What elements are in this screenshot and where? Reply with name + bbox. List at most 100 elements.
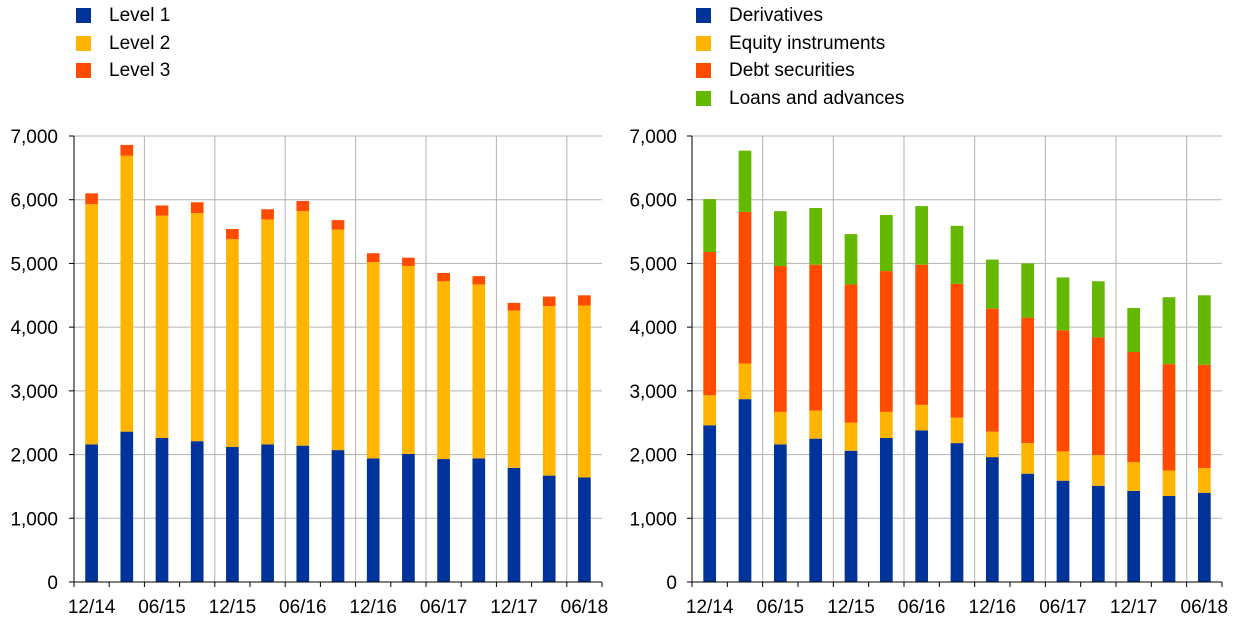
x-tick-label: 12/14 xyxy=(686,597,734,618)
bar-segment-level-3 xyxy=(155,205,169,216)
bar-segment-level-1 xyxy=(507,467,521,582)
bar-segment-equity-instruments xyxy=(950,417,964,444)
y-tick-label: 2,000 xyxy=(629,446,677,467)
bar-segment-level-3 xyxy=(296,200,310,212)
legend-item: Level 1 xyxy=(76,2,170,30)
bar-segment-loans-and-advances xyxy=(985,259,999,309)
y-tick-label: 5,000 xyxy=(629,254,677,275)
bar-segment-level-2 xyxy=(261,219,274,445)
legend-label-level-3: Level 3 xyxy=(109,60,171,82)
bar-segment-derivatives xyxy=(738,399,752,582)
bar-segment-loans-and-advances xyxy=(1127,308,1141,352)
bar-segment-equity-instruments xyxy=(1091,455,1105,486)
bar-segment-debt-securities xyxy=(879,271,893,412)
bar-segment-level-1 xyxy=(402,453,415,582)
bar-segment-loans-and-advances xyxy=(915,206,929,265)
y-tick-label: 4,000 xyxy=(629,318,677,339)
bar-segment-derivatives xyxy=(1197,492,1211,582)
bar-segment-level-3 xyxy=(85,193,98,205)
bar-segment-loans-and-advances xyxy=(1162,297,1176,365)
legend-swatch-loans-and-advances xyxy=(696,90,711,106)
legend-swatch-level-2 xyxy=(76,35,91,51)
x-tick-label: 12/14 xyxy=(68,597,116,618)
bar-segment-level-1 xyxy=(296,445,310,582)
bar-segment-level-1 xyxy=(226,446,239,582)
bar-segment-level-3 xyxy=(226,229,239,240)
legend-label-level-1: Level 1 xyxy=(109,5,171,27)
legend-item: Level 2 xyxy=(76,30,170,58)
bar-segment-debt-securities xyxy=(1021,317,1035,444)
y-tick-label: 0 xyxy=(666,573,677,594)
bar-segment-level-1 xyxy=(542,475,556,582)
bar-segment-level-2 xyxy=(542,306,556,476)
bar-segment-debt-securities xyxy=(1197,364,1211,468)
bar-segment-loans-and-advances xyxy=(1056,277,1070,331)
bar-segment-equity-instruments xyxy=(1162,470,1176,496)
bar-segment-level-2 xyxy=(85,204,98,445)
legend-item: Debt securities xyxy=(696,57,904,85)
bar-segment-equity-instruments xyxy=(1056,451,1070,481)
bar-segment-debt-securities xyxy=(985,308,999,432)
bar-segment-level-1 xyxy=(331,450,345,582)
bar-segment-equity-instruments xyxy=(915,404,929,431)
bar-segment-level-1 xyxy=(578,477,591,582)
x-tick-label: 12/15 xyxy=(827,597,875,618)
bar-segment-derivatives xyxy=(773,444,787,582)
bar-segment-level-2 xyxy=(296,211,310,446)
bar-segment-level-2 xyxy=(437,281,450,460)
bar-segment-level-1 xyxy=(366,458,380,582)
bar-segment-equity-instruments xyxy=(1197,467,1211,493)
chart-panel-2: 0 1,000 2,000 3,000 4,000 5,000 6,000 7,000 12/1… xyxy=(629,127,1228,618)
bar-segment-derivatives xyxy=(1162,495,1176,582)
y-tick-label: 0 xyxy=(47,573,58,594)
bar-segment-level-3 xyxy=(190,202,204,214)
bar-segment-equity-instruments xyxy=(844,422,858,451)
bar-segment-equity-instruments xyxy=(1021,443,1035,474)
x-tick-label: 12/15 xyxy=(209,597,257,618)
y-tick-label: 2,000 xyxy=(10,446,58,467)
bar-segment-loans-and-advances xyxy=(844,234,858,285)
bar-segment-equity-instruments xyxy=(1127,462,1141,491)
bar-segment-debt-securities xyxy=(844,284,858,423)
bar-segment-level-2 xyxy=(578,305,591,478)
bar-segment-loans-and-advances xyxy=(738,150,752,212)
bar-segment-derivatives xyxy=(879,438,893,582)
bar-segment-level-3 xyxy=(542,296,556,307)
bar-segment-derivatives xyxy=(950,443,964,582)
bar-segment-level-3 xyxy=(578,295,591,306)
bar-segment-loans-and-advances xyxy=(950,225,964,284)
bar-segment-level-3 xyxy=(120,144,134,156)
bar-segment-level-2 xyxy=(366,262,380,459)
bar-segment-debt-securities xyxy=(915,264,929,405)
legend-swatch-equity-instruments xyxy=(696,35,711,51)
bar-segment-level-3 xyxy=(402,257,415,266)
x-tick-label: 06/16 xyxy=(898,597,946,618)
bar-segment-loans-and-advances xyxy=(879,215,893,272)
x-tick-label: 06/18 xyxy=(561,597,609,618)
x-tick-label: 12/16 xyxy=(969,597,1017,618)
bar-segment-level-2 xyxy=(190,213,204,442)
bar-segment-equity-instruments xyxy=(703,395,717,426)
bar-segment-equity-instruments xyxy=(809,410,823,439)
y-tick-label: 3,000 xyxy=(10,382,58,403)
legend-swatch-level-3 xyxy=(76,63,91,79)
bar-segment-level-3 xyxy=(437,272,450,282)
y-tick-label: 4,000 xyxy=(10,318,58,339)
bar-segment-loans-and-advances xyxy=(809,207,823,265)
bar-segment-level-3 xyxy=(261,209,274,220)
bar-segment-level-2 xyxy=(120,155,134,432)
bar-segment-level-1 xyxy=(120,431,134,582)
bar-segment-debt-securities xyxy=(809,264,823,411)
bar-segment-level-2 xyxy=(472,284,486,459)
bar-segment-derivatives xyxy=(809,438,823,582)
chart-panel-1: 0 1,000 2,000 3,000 4,000 5,000 6,000 7,000 12/1… xyxy=(10,127,608,618)
bar-segment-level-1 xyxy=(261,444,274,582)
bar-segment-equity-instruments xyxy=(773,411,787,445)
bar-segment-derivatives xyxy=(985,457,999,582)
bar-segment-debt-securities xyxy=(1056,330,1070,452)
legend-left: Level 1 Level 2 Level 3 xyxy=(76,2,170,85)
bar-segment-loans-and-advances xyxy=(773,211,787,266)
legend-label-equity-instruments: Equity instruments xyxy=(729,32,886,54)
bar-segment-loans-and-advances xyxy=(1197,295,1211,365)
